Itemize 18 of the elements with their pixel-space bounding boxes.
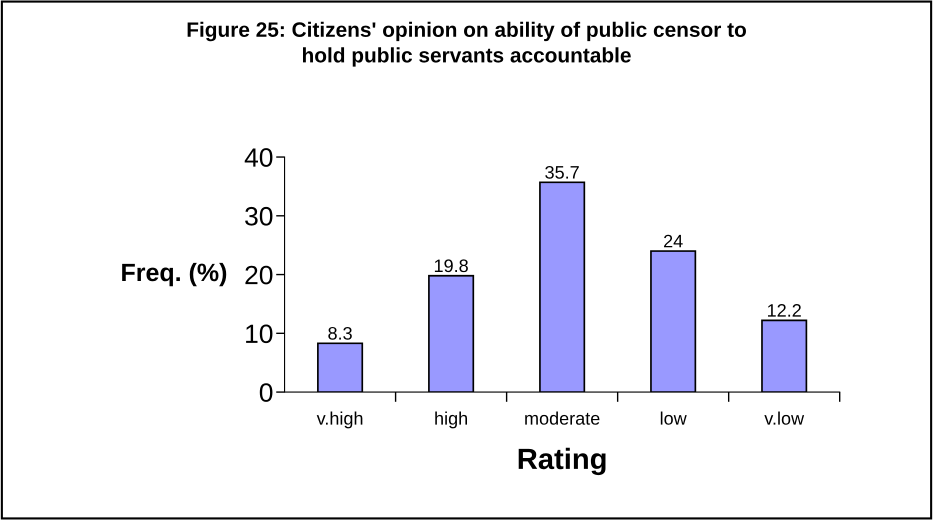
y-tick-label: 40 [244,148,272,167]
x-tick-label: high [435,412,468,428]
chart-title: Figure 25: Citizens' opinion on ability of public censor to hold public servants accountable [188,22,746,67]
data-label: 35.7 [545,166,579,179]
y-tick-label: 30 [245,206,272,226]
x-tick-label: moderate [525,412,600,425]
data-label: 24 [664,234,683,248]
x-tick-label: low [660,412,687,425]
data-label: 19.8 [434,259,468,272]
x-axis-title: Rating [518,448,606,476]
y-axis-title: Freq. (%) [122,262,226,286]
y-tick-label: 0 [260,383,272,402]
data-label: 12.2 [768,304,801,317]
y-tick-label: 20 [245,266,272,284]
x-tick-label: v.high [316,412,362,428]
x-tick-label: v.low [764,412,804,425]
y-tick-label: 10 [246,324,272,344]
data-label: 8.3 [328,326,352,340]
